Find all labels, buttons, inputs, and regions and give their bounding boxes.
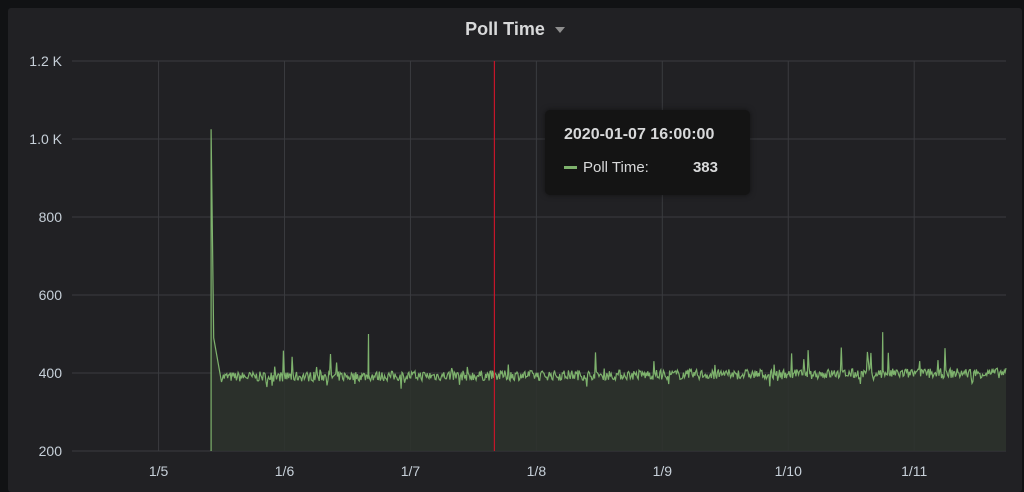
x-axis-ticks: 1/5 1/6 1/7 1/8 1/9 1/10 1/11 xyxy=(149,463,928,479)
y-tick-label: 1.2 K xyxy=(29,53,62,69)
hover-tooltip: 2020-01-07 16:00:00 Poll Time: 383 xyxy=(545,110,750,195)
caret-down-icon xyxy=(554,27,565,33)
y-tick-label: 200 xyxy=(39,443,63,459)
x-tick-label: 1/5 xyxy=(149,463,169,479)
y-tick-label: 400 xyxy=(39,365,63,381)
y-tick-label: 600 xyxy=(39,287,63,303)
x-tick-label: 1/8 xyxy=(527,463,547,479)
tooltip-time: 2020-01-07 16:00:00 xyxy=(564,126,715,143)
tooltip-value: 383 xyxy=(692,159,718,176)
x-tick-label: 1/6 xyxy=(275,463,295,479)
y-axis-ticks: 200 400 600 800 1.0 K 1.2 K xyxy=(29,53,62,459)
tooltip-series-label: Poll Time: xyxy=(583,159,649,176)
series-area-fill xyxy=(211,129,1007,452)
panel-title-menu[interactable]: Poll Time xyxy=(465,19,565,40)
panel-title: Poll Time xyxy=(465,18,545,39)
x-tick-label: 1/9 xyxy=(653,463,673,479)
tooltip-series: Poll Time: xyxy=(564,159,649,176)
y-tick-label: 1.0 K xyxy=(29,131,62,147)
series-line xyxy=(210,129,1007,451)
series-area xyxy=(211,129,1007,452)
x-tick-label: 1/10 xyxy=(775,463,802,479)
y-tick-label: 800 xyxy=(39,209,63,225)
x-tick-label: 1/11 xyxy=(901,463,927,479)
x-tick-label: 1/7 xyxy=(401,463,421,479)
series-color-swatch xyxy=(564,166,577,169)
series-line-path xyxy=(210,129,1007,451)
panel-header: Poll Time xyxy=(8,8,1022,50)
